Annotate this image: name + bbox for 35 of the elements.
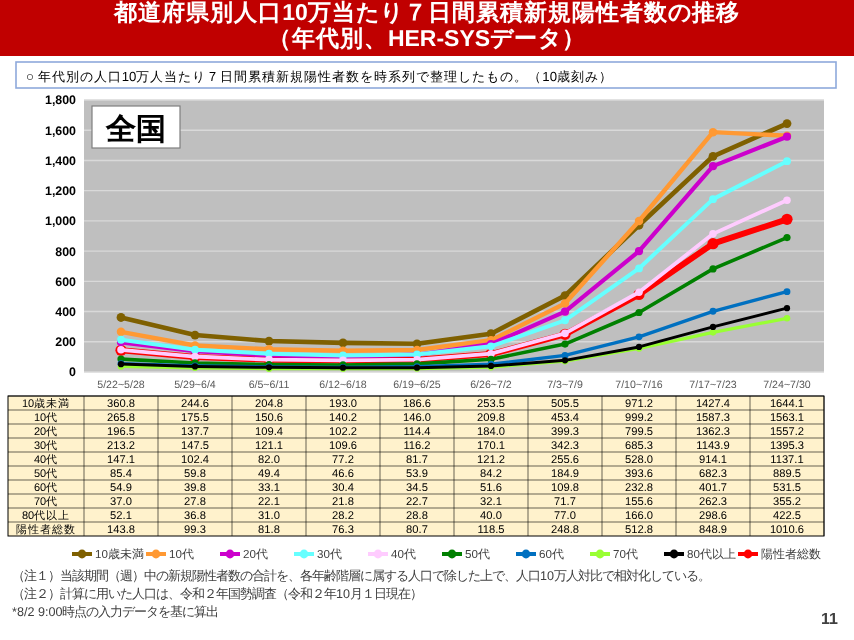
point [635, 308, 643, 317]
point [709, 265, 717, 273]
point [264, 336, 274, 346]
point [782, 119, 792, 128]
point [781, 213, 793, 225]
point [707, 238, 719, 250]
point [783, 315, 791, 322]
point [709, 329, 717, 336]
point [783, 196, 791, 204]
point [709, 195, 717, 204]
point [708, 162, 718, 171]
point [116, 327, 126, 337]
point [783, 305, 791, 312]
point [635, 264, 643, 273]
point [560, 299, 570, 308]
text: 11 [821, 610, 840, 628]
point [338, 338, 348, 348]
point [783, 233, 791, 242]
point [190, 330, 200, 340]
point [561, 316, 569, 325]
point [634, 247, 644, 256]
point [708, 151, 718, 161]
point [708, 127, 718, 137]
point [709, 230, 717, 238]
point [635, 288, 643, 296]
point [116, 313, 126, 322]
point [635, 333, 643, 341]
point [783, 157, 791, 166]
annotation: 全国 [104, 113, 166, 147]
point [783, 288, 791, 296]
point [709, 323, 717, 330]
chart-title: 都道府県別人口10万当たり７日間累積新規陽性者数の推移（年代別、HER-SYSデータ） [111, 2, 742, 54]
point [560, 307, 570, 316]
point [709, 307, 717, 315]
point [561, 340, 569, 348]
